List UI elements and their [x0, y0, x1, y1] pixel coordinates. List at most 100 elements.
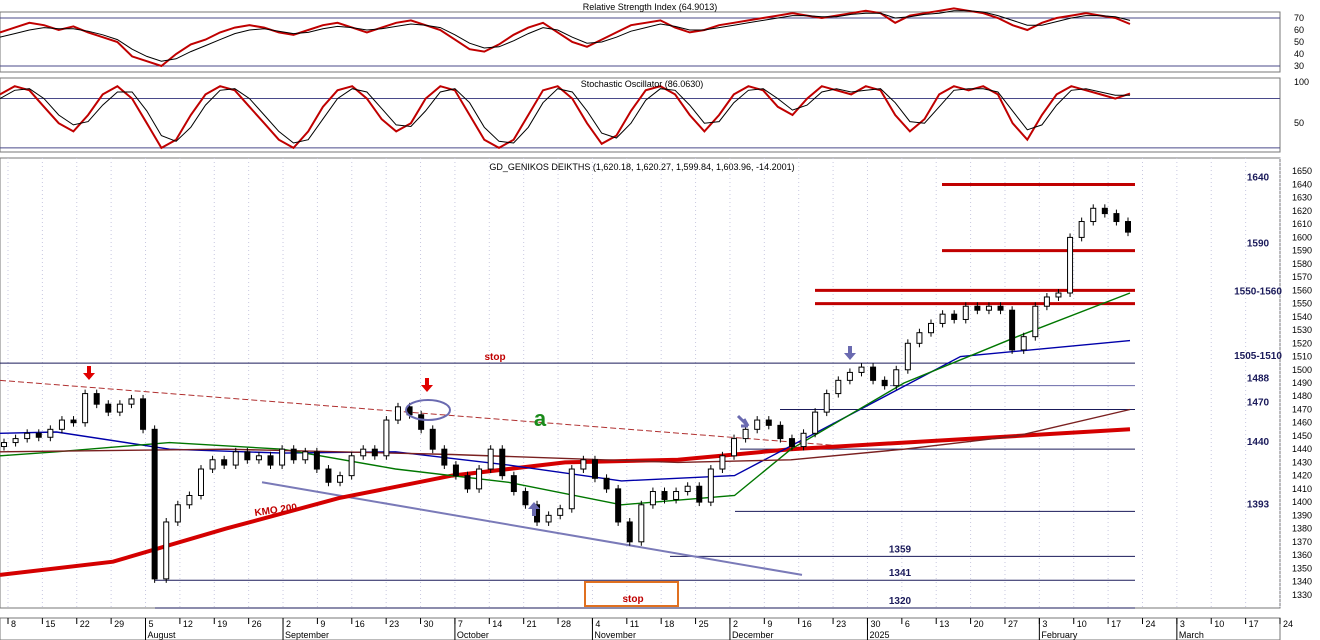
stochastic-panel: 100 50: [0, 77, 1309, 153]
candle-body: [116, 403, 123, 413]
candle-body: [591, 459, 598, 479]
date-tick-label: 24: [1145, 619, 1155, 629]
candle-body: [35, 432, 42, 438]
rsi-panel: 70 60 50 40 30: [0, 7, 1304, 73]
date-tick-label: 17: [1249, 619, 1259, 629]
candle-body: [105, 403, 112, 413]
candle-body: [476, 468, 483, 490]
candle-body: [962, 305, 969, 320]
candle-body: [638, 504, 645, 543]
candle-body: [140, 398, 147, 430]
candle-body: [1, 442, 7, 448]
price-tick-label: 1650: [1292, 166, 1312, 176]
candle-body: [58, 419, 65, 430]
blue-up-arrow-icon: [528, 502, 540, 516]
candle-body: [244, 451, 251, 461]
candle-body: [232, 451, 239, 466]
red-down-arrow-icon: [83, 366, 95, 380]
candle-body: [47, 428, 54, 438]
price-tick-label: 1480: [1292, 391, 1312, 401]
candle-body: [684, 485, 691, 493]
date-tick-label: 23: [389, 619, 399, 629]
rsi-title: Relative Strength Index (64.9013): [583, 2, 718, 12]
price-tick-label: 1500: [1292, 365, 1312, 375]
candle-body: [696, 485, 703, 503]
candle-body: [313, 451, 320, 470]
wave-a-label: a: [534, 406, 547, 431]
stop-box: [584, 581, 679, 607]
candle-body: [452, 464, 459, 477]
date-tick-label: 27: [1008, 619, 1018, 629]
date-axis: 8 15 22 29 5 12 19 26 2 9 16 23 30 7 14 21 28 4 11 18 25 2 9 16…: [0, 617, 1293, 640]
price-tick-label: 1470: [1292, 404, 1312, 414]
date-tick-label: 9: [767, 619, 772, 629]
stochastic-title: Stochastic Oscillator (86.0630): [581, 79, 704, 89]
price-tick-label: 1530: [1292, 325, 1312, 335]
candle-body: [290, 448, 297, 461]
stop-label-lower: stop: [622, 594, 643, 605]
candle-body: [487, 448, 494, 470]
candle-body: [951, 313, 958, 320]
price-tick-label: 1400: [1292, 497, 1312, 507]
price-tick-label: 1330: [1292, 590, 1312, 600]
month-label: March: [1179, 630, 1204, 640]
rsi-frame: [0, 11, 1281, 73]
falling-trendline: [0, 379, 851, 448]
candle-body: [1032, 305, 1039, 338]
level-label: 1393: [1247, 499, 1270, 510]
level-label: 1590: [1247, 239, 1270, 250]
candle-body: [580, 459, 587, 470]
candle-body: [765, 419, 772, 426]
stop-label-upper: stop: [484, 352, 505, 363]
price-tick-label: 1630: [1292, 193, 1312, 203]
rsi-series-line: [0, 10, 1131, 62]
month-label: February: [1041, 630, 1078, 640]
candle-body: [846, 371, 853, 381]
date-tick-label: 17: [1111, 619, 1121, 629]
price-tick-label: 1610: [1292, 219, 1312, 229]
highlight-circle: [405, 399, 451, 421]
blue-down-arrow-icon: [844, 346, 856, 360]
candle-body: [1043, 296, 1050, 307]
candle-body: [360, 448, 367, 457]
candle-body: [302, 451, 309, 461]
level-label: 1359: [889, 544, 912, 555]
price-tick-label: 1510: [1292, 352, 1312, 362]
moving-average-line: [0, 339, 1131, 482]
moving-average-line: [0, 408, 1131, 464]
candle-body: [568, 468, 575, 510]
date-tick-label: 30: [870, 619, 880, 629]
candle-body: [777, 424, 784, 440]
date-tick-label: 21: [527, 619, 537, 629]
date-tick-label: 7: [458, 619, 463, 629]
price-tick-label: 1340: [1292, 577, 1312, 587]
date-tick-label: 23: [836, 619, 846, 629]
candle-body: [429, 428, 436, 450]
candle-body: [197, 468, 204, 497]
candle-body: [742, 428, 749, 440]
date-tick-label: 30: [424, 619, 434, 629]
date-tick-label: 24: [1283, 619, 1293, 629]
candle-body: [464, 475, 471, 490]
candle-body: [1078, 221, 1085, 238]
support-trendline: [261, 481, 803, 576]
price-tick-label: 1460: [1292, 418, 1312, 428]
rsi-series-line: [0, 7, 1131, 68]
date-tick-label: 10: [1214, 619, 1224, 629]
rsi-tick-label: 50: [1294, 37, 1304, 47]
candle-body: [12, 438, 19, 444]
candle-body: [1055, 292, 1062, 298]
axis-frame: [0, 617, 1281, 640]
month-label: December: [732, 630, 774, 640]
candle-body: [1090, 207, 1097, 223]
stochastic-tick-label: 50: [1294, 118, 1304, 128]
date-tick-label: 12: [183, 619, 193, 629]
price-tick-label: 1440: [1292, 444, 1312, 454]
candle-body: [858, 366, 865, 373]
stochastic-tick-label: 100: [1294, 77, 1309, 87]
level-label: 1640: [1247, 172, 1270, 183]
candle-body: [603, 477, 610, 490]
candle-body: [70, 419, 77, 424]
candle-body: [510, 475, 517, 493]
candle-body: [255, 455, 262, 461]
